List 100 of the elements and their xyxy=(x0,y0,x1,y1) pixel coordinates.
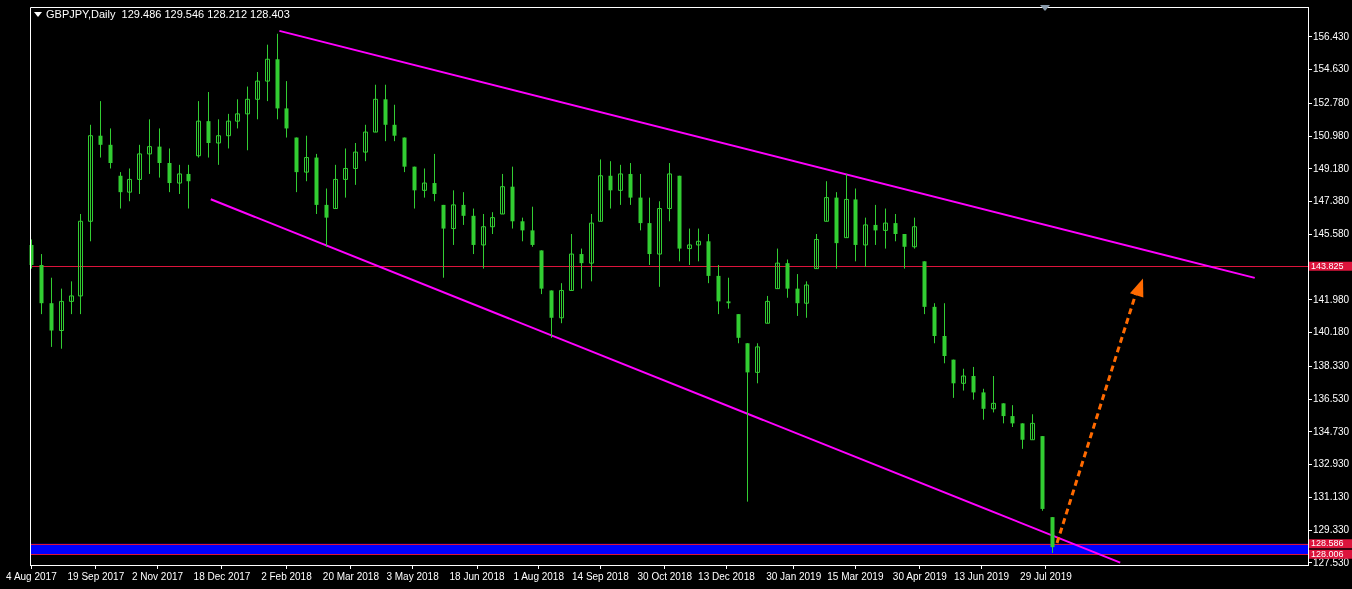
x-tick-label: 30 Apr 2019 xyxy=(892,570,948,582)
candlestick xyxy=(412,166,417,210)
candlestick xyxy=(373,84,378,133)
candlestick xyxy=(961,368,966,392)
candlestick xyxy=(657,200,662,288)
candlestick xyxy=(579,248,584,290)
candlestick xyxy=(736,313,741,344)
candlestick xyxy=(883,208,888,250)
candlestick xyxy=(441,204,446,279)
candlestick xyxy=(432,153,437,202)
chart-title: GBPJPY,Daily 129.486 129.546 128.212 128.403 xyxy=(46,8,290,20)
candlestick xyxy=(559,282,564,324)
candlestick xyxy=(88,124,93,242)
candlestick xyxy=(569,233,574,291)
candlestick xyxy=(598,158,603,222)
y-tick-label: 154.630 xyxy=(1313,63,1350,75)
candlestick xyxy=(235,98,240,129)
candlestick xyxy=(461,191,466,226)
candlestick xyxy=(98,100,103,159)
ref-line-label: 128.006 xyxy=(1311,548,1344,559)
x-tick-label: 13 Jun 2019 xyxy=(953,570,1010,582)
candlestick xyxy=(137,144,142,195)
candlestick xyxy=(628,162,633,206)
candlestick xyxy=(196,100,201,159)
candlestick xyxy=(343,147,348,199)
candlestick xyxy=(481,213,486,270)
candlestick xyxy=(726,277,731,310)
candlestick xyxy=(520,217,525,242)
candlestick xyxy=(530,206,535,248)
ref-line-label: 143.825 xyxy=(1311,260,1344,271)
ref-line-label: 128.586 xyxy=(1311,538,1344,549)
candlestick xyxy=(147,118,152,175)
y-tick-label: 152.780 xyxy=(1313,97,1350,109)
x-tick-label: 19 Sep 2017 xyxy=(67,570,125,582)
candlestick xyxy=(422,167,427,199)
candlestick xyxy=(696,228,701,262)
x-tick-label: 18 Dec 2017 xyxy=(193,570,251,582)
candlestick xyxy=(118,171,123,210)
y-tick-label: 132.930 xyxy=(1313,458,1350,470)
x-tick-label: 30 Jan 2019 xyxy=(766,570,822,582)
candlestick xyxy=(755,342,760,384)
candlestick xyxy=(902,233,907,270)
candlestick xyxy=(814,233,819,270)
candlestick xyxy=(69,280,74,315)
candlestick xyxy=(893,213,898,242)
candlestick xyxy=(490,211,495,235)
candlestick xyxy=(186,164,191,210)
y-tick-label: 156.430 xyxy=(1313,30,1350,42)
candlestick xyxy=(844,173,849,239)
candlestick xyxy=(873,204,878,246)
candlestick xyxy=(981,388,986,421)
y-tick-label: 127.530 xyxy=(1313,556,1350,568)
candlestick xyxy=(324,188,329,248)
candlestick xyxy=(167,147,172,193)
candlestick xyxy=(108,127,113,169)
candlestick xyxy=(500,173,505,215)
x-tick-label: 2 Feb 2018 xyxy=(261,570,313,582)
y-tick-label: 141.980 xyxy=(1313,293,1350,305)
candlestick xyxy=(912,217,917,250)
candlestick xyxy=(304,135,309,182)
candlestick xyxy=(775,248,780,290)
candlestick xyxy=(127,167,132,202)
x-tick-label: 18 Jun 2018 xyxy=(449,570,505,582)
candlestick xyxy=(971,366,976,401)
candlestick xyxy=(255,71,260,120)
x-tick-label: 20 Mar 2018 xyxy=(322,570,380,582)
x-tick-label: 15 Mar 2019 xyxy=(827,570,884,582)
x-tick-label: 3 May 2018 xyxy=(386,570,440,582)
candlestick xyxy=(608,160,613,210)
candlestick xyxy=(589,213,594,282)
candlestick xyxy=(951,359,956,399)
y-tick-label: 138.330 xyxy=(1313,360,1350,372)
candlestick xyxy=(1001,402,1006,424)
candlestick xyxy=(451,189,456,246)
candlestick xyxy=(177,164,182,195)
candlestick xyxy=(392,104,397,142)
y-tick-label: 145.580 xyxy=(1313,228,1350,240)
candlestick xyxy=(795,273,800,317)
x-tick-label: 14 Sep 2018 xyxy=(571,570,630,582)
x-tick-label: 1 Aug 2018 xyxy=(513,570,565,582)
candlestick xyxy=(363,124,368,162)
candlestick xyxy=(942,302,947,364)
x-tick-label: 2 Nov 2017 xyxy=(131,570,184,582)
x-tick-label: 30 Oct 2018 xyxy=(637,570,693,582)
candlestick xyxy=(226,113,231,149)
candlestick xyxy=(1030,413,1035,441)
candlestick xyxy=(265,44,270,102)
y-tick-label: 140.180 xyxy=(1313,326,1350,338)
y-tick-label: 134.730 xyxy=(1313,425,1350,437)
candlestick xyxy=(284,80,289,139)
y-tick-label: 150.980 xyxy=(1313,129,1350,141)
x-tick-label: 4 Aug 2017 xyxy=(6,570,58,582)
candlestick xyxy=(216,118,221,166)
candlestick xyxy=(157,127,162,179)
candlestick xyxy=(804,280,809,319)
candlestick xyxy=(765,295,770,324)
candlestick xyxy=(206,91,211,159)
candlestick xyxy=(333,164,338,210)
candlestick xyxy=(1010,404,1015,428)
candlestick xyxy=(667,162,672,222)
